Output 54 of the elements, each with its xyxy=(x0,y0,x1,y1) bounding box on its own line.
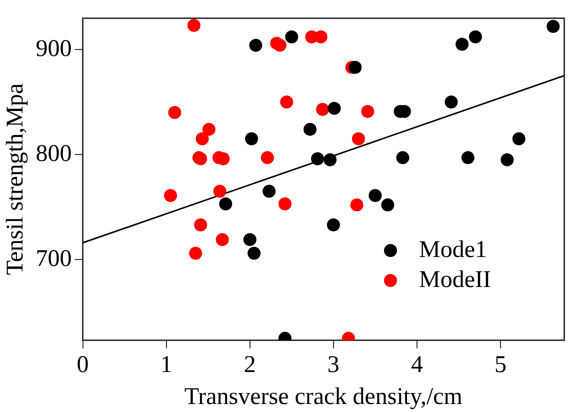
point xyxy=(444,96,458,109)
point xyxy=(219,197,232,210)
point xyxy=(456,38,469,51)
point xyxy=(243,233,256,246)
x-tick-label: 5 xyxy=(494,352,507,378)
point xyxy=(280,96,294,109)
point xyxy=(468,30,482,44)
point xyxy=(245,132,258,146)
point xyxy=(350,198,364,212)
point xyxy=(168,106,182,120)
point xyxy=(249,38,262,52)
point xyxy=(352,132,365,146)
point xyxy=(213,184,226,198)
point xyxy=(381,198,394,212)
y-tick-label: 800 xyxy=(36,140,72,167)
point xyxy=(316,102,330,116)
point xyxy=(361,104,374,118)
point xyxy=(194,218,208,232)
point xyxy=(304,122,317,136)
x-tick-label: 3 xyxy=(327,352,340,378)
point xyxy=(285,30,298,44)
point xyxy=(164,188,178,202)
point xyxy=(262,184,276,198)
point xyxy=(311,152,324,166)
point xyxy=(260,151,274,164)
x-tick-label: 2 xyxy=(244,352,256,378)
point xyxy=(187,18,200,32)
y-axis-title: Tensil strength,Mpa xyxy=(2,83,29,276)
x-tick-label: 0 xyxy=(76,352,89,378)
point xyxy=(196,132,209,146)
point xyxy=(546,20,560,33)
point xyxy=(512,132,526,146)
point xyxy=(396,151,410,164)
point xyxy=(326,218,340,232)
point xyxy=(248,246,261,260)
point xyxy=(273,38,286,52)
legend-label: Mode1 xyxy=(419,236,487,266)
point xyxy=(461,151,474,164)
legend-label: ModeII xyxy=(419,266,491,296)
point xyxy=(368,188,382,202)
y-tick-label: 700 xyxy=(36,246,72,272)
x-tick-label: 1 xyxy=(160,352,172,378)
point xyxy=(216,233,229,246)
point xyxy=(189,246,202,260)
x-axis-title: Transverse crack density,/cm xyxy=(184,384,463,410)
point xyxy=(324,153,337,166)
point xyxy=(500,153,514,166)
point xyxy=(278,197,292,210)
point xyxy=(348,60,362,74)
x-tick-label: 4 xyxy=(410,352,423,378)
point xyxy=(202,122,216,136)
point xyxy=(314,30,328,44)
point xyxy=(328,102,341,115)
y-tick-label: 900 xyxy=(36,36,72,62)
